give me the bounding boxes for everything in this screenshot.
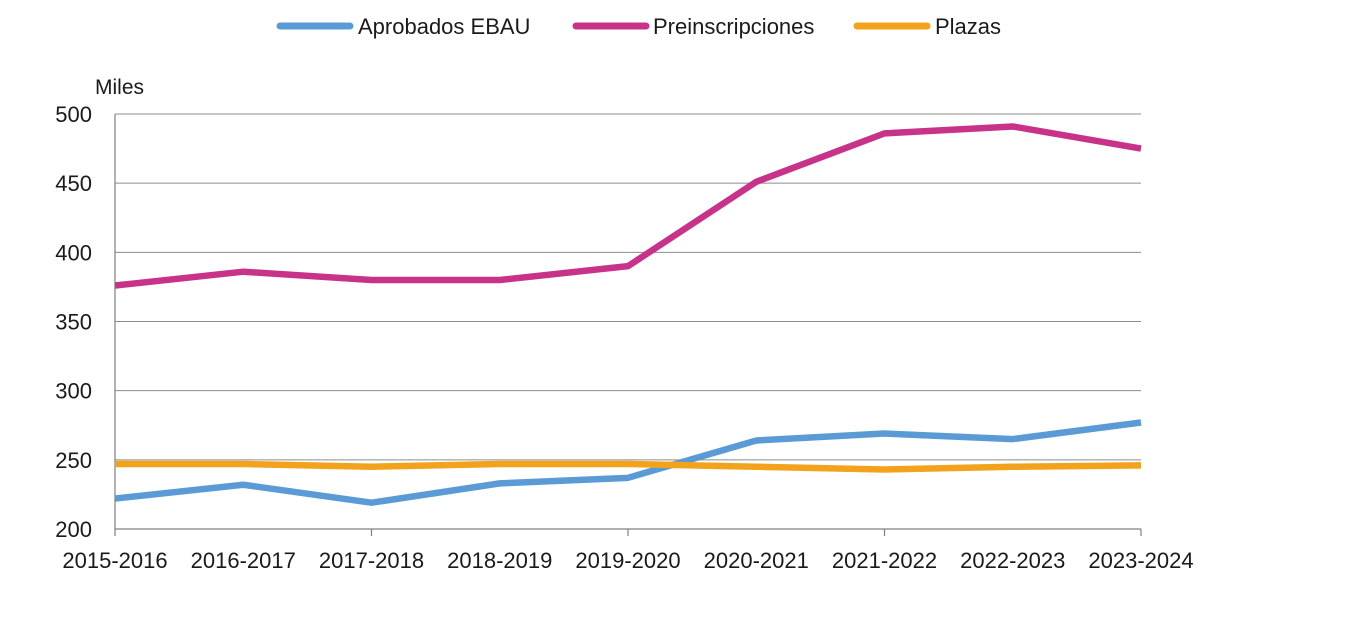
x-tick-label: 2019-2020 [575,548,680,573]
gridlines [115,113,1141,461]
legend-label: Plazas [935,14,1001,39]
y-tick-label: 250 [55,448,92,473]
y-tick-label: 500 [55,102,92,127]
series-line-preinscripciones [114,123,1142,289]
x-tick-label: 2023-2024 [1088,548,1193,573]
y-tick-label: 350 [55,310,92,335]
x-tick-label: 2016-2017 [191,548,296,573]
x-tick-label: 2021-2022 [832,548,937,573]
series-line-plazas [115,460,1142,473]
axes [114,114,1142,536]
series-line-aprobados-ebau [114,419,1142,506]
legend: Aprobados EBAU Preinscripciones Plazas [276,14,1001,39]
y-axis-ticks: 200 250 300 350 400 450 500 [55,102,92,542]
x-tick-label: 2022-2023 [960,548,1065,573]
x-tick-label: 2018-2019 [447,548,552,573]
x-tick-label: 2015-2016 [62,548,167,573]
y-axis-unit-label: Miles [95,76,144,99]
y-tick-label: 450 [55,171,92,196]
y-tick-label: 400 [55,240,92,265]
legend-label: Aprobados EBAU [358,14,530,39]
x-tick-label: 2017-2018 [319,548,424,573]
y-tick-label: 300 [55,379,92,404]
x-tick-label: 2020-2021 [704,548,809,573]
legend-label: Preinscripciones [653,14,814,39]
series-lines [114,123,1142,506]
y-tick-label: 200 [55,517,92,542]
x-axis-ticks: 2015-2016 2016-2017 2017-2018 2018-2019 2019… [62,548,1193,573]
